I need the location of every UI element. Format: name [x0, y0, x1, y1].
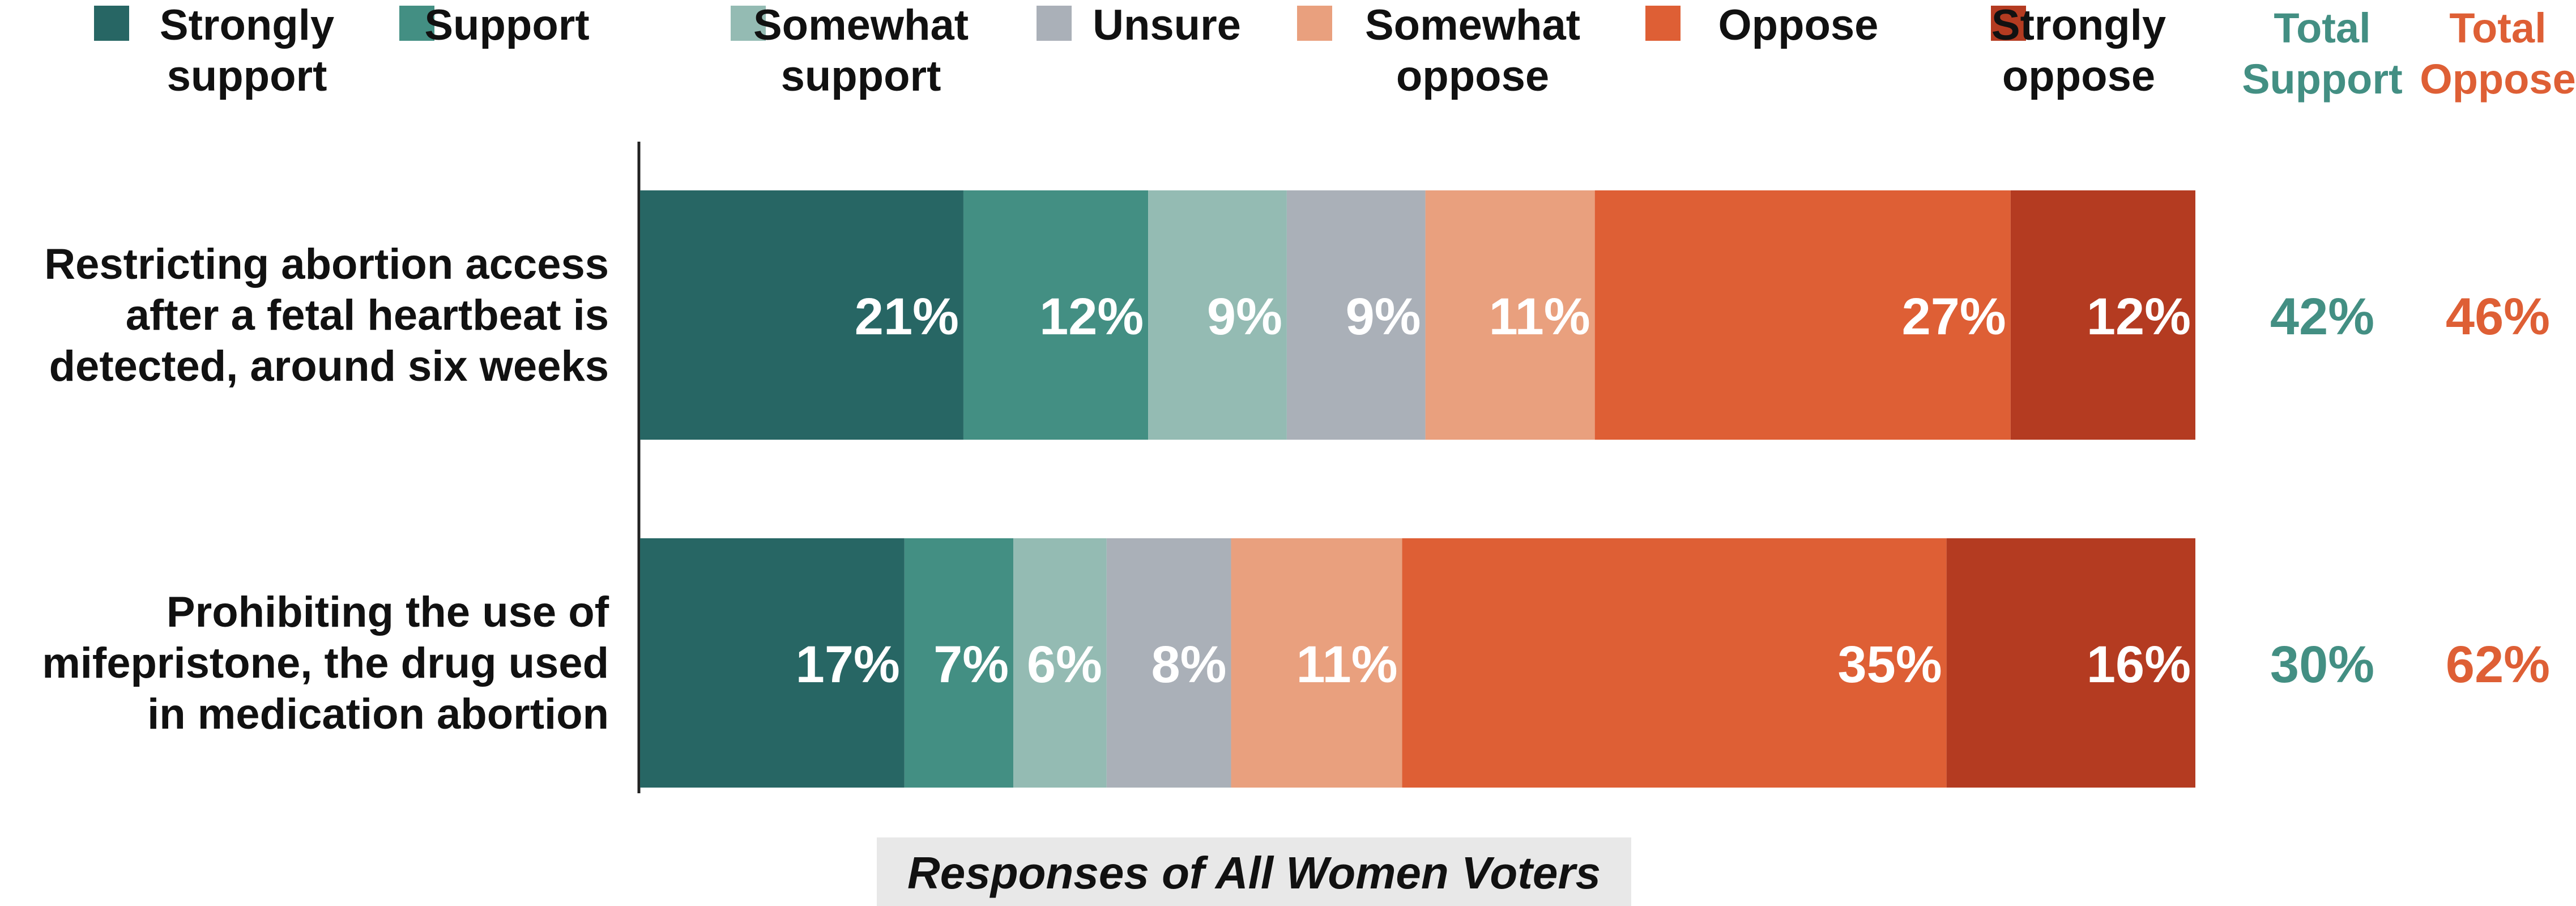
bar-segment: [1594, 190, 2011, 440]
legend-swatch: [399, 6, 434, 41]
bar-segment: [963, 190, 1149, 440]
bar-segment: [2010, 190, 2195, 440]
bar-value-label: 9%: [1207, 288, 1282, 346]
bar-value-label: 11%: [1296, 636, 1397, 694]
legend-label: Support: [424, 1, 589, 49]
category-label: mifepristone, the drug used: [42, 639, 609, 687]
bar-segment: [1946, 538, 2195, 788]
bar-segment: [1013, 538, 1107, 788]
legend-swatch: [1037, 6, 1072, 41]
category-label: detected, around six weeks: [49, 342, 609, 390]
total-value: 42%: [2270, 288, 2374, 346]
bar-value-label: 11%: [1489, 288, 1590, 346]
legend-swatch: [1297, 6, 1332, 41]
bar-value-label: 12%: [2087, 288, 2191, 346]
legend-label: Somewhat: [753, 1, 969, 49]
bar-value-label: 21%: [855, 288, 959, 346]
bar-segment: [640, 538, 905, 788]
bar-value-label: 16%: [2087, 636, 2191, 694]
bars: 21% 12% 9% 9% 11% 27% 12% 17% 7% 6% 8% 11% 35% 16%: [640, 190, 2195, 788]
legend-label: support: [781, 52, 941, 100]
legend-label: Somewhat: [1365, 1, 1580, 49]
legend-item: Support: [399, 1, 590, 49]
totals-header-label: Support: [2242, 56, 2403, 103]
total-value: 62%: [2446, 636, 2550, 694]
totals: 42% 30% 46% 62%: [2270, 288, 2550, 694]
legend-label: Unsure: [1093, 1, 1241, 49]
bar-value-label: 6%: [1027, 636, 1102, 694]
legend-label: support: [167, 52, 327, 100]
bar-segment: [640, 190, 963, 440]
category-label: in medication abortion: [147, 690, 609, 738]
bar-segment: [904, 538, 1014, 788]
bar-segment: [1286, 190, 1426, 440]
totals-header-label: Total: [2449, 5, 2546, 52]
category-label: Prohibiting the use of: [167, 588, 609, 636]
legend-item: Oppose: [1645, 1, 1878, 49]
totals-header-label: Total: [2274, 5, 2370, 52]
bar-segment: [1425, 190, 1595, 440]
total-value: 46%: [2446, 288, 2550, 346]
bar-value-label: 17%: [796, 636, 900, 694]
bar-value-label: 35%: [1837, 636, 1942, 694]
legend-swatch: [94, 6, 129, 41]
total-value: 30%: [2270, 636, 2374, 694]
bar-value-label: 8%: [1151, 636, 1227, 694]
bar-value-label: 27%: [1902, 288, 2006, 346]
bar-value-label: 7%: [933, 636, 1009, 694]
bar-value-label: 12%: [1039, 288, 1144, 346]
legend-swatch: [731, 6, 766, 41]
bar-segment: [1402, 538, 1947, 788]
bar-segment: [1148, 190, 1287, 440]
legend-label: Strongly: [1991, 1, 2166, 49]
x-axis-label-background: [877, 837, 1631, 906]
legend-label: Oppose: [1718, 1, 1879, 49]
category-label: Restricting abortion access: [44, 240, 609, 288]
x-axis-label: Responses of All Women Voters: [907, 848, 1601, 898]
legend-swatch: [1645, 6, 1681, 41]
legend-label: Strongly: [160, 1, 334, 49]
bar-segment: [1106, 538, 1231, 788]
legend-label: oppose: [1396, 52, 1549, 100]
totals-header-label: Oppose: [2420, 56, 2575, 103]
category-label: after a fetal heartbeat is: [126, 291, 609, 339]
legend-swatch: [1991, 6, 2026, 41]
legend-label: oppose: [2002, 52, 2155, 100]
legend-item: Unsure: [1037, 1, 1241, 49]
bar-segment: [1231, 538, 1402, 788]
bar-value-label: 9%: [1346, 288, 1421, 346]
